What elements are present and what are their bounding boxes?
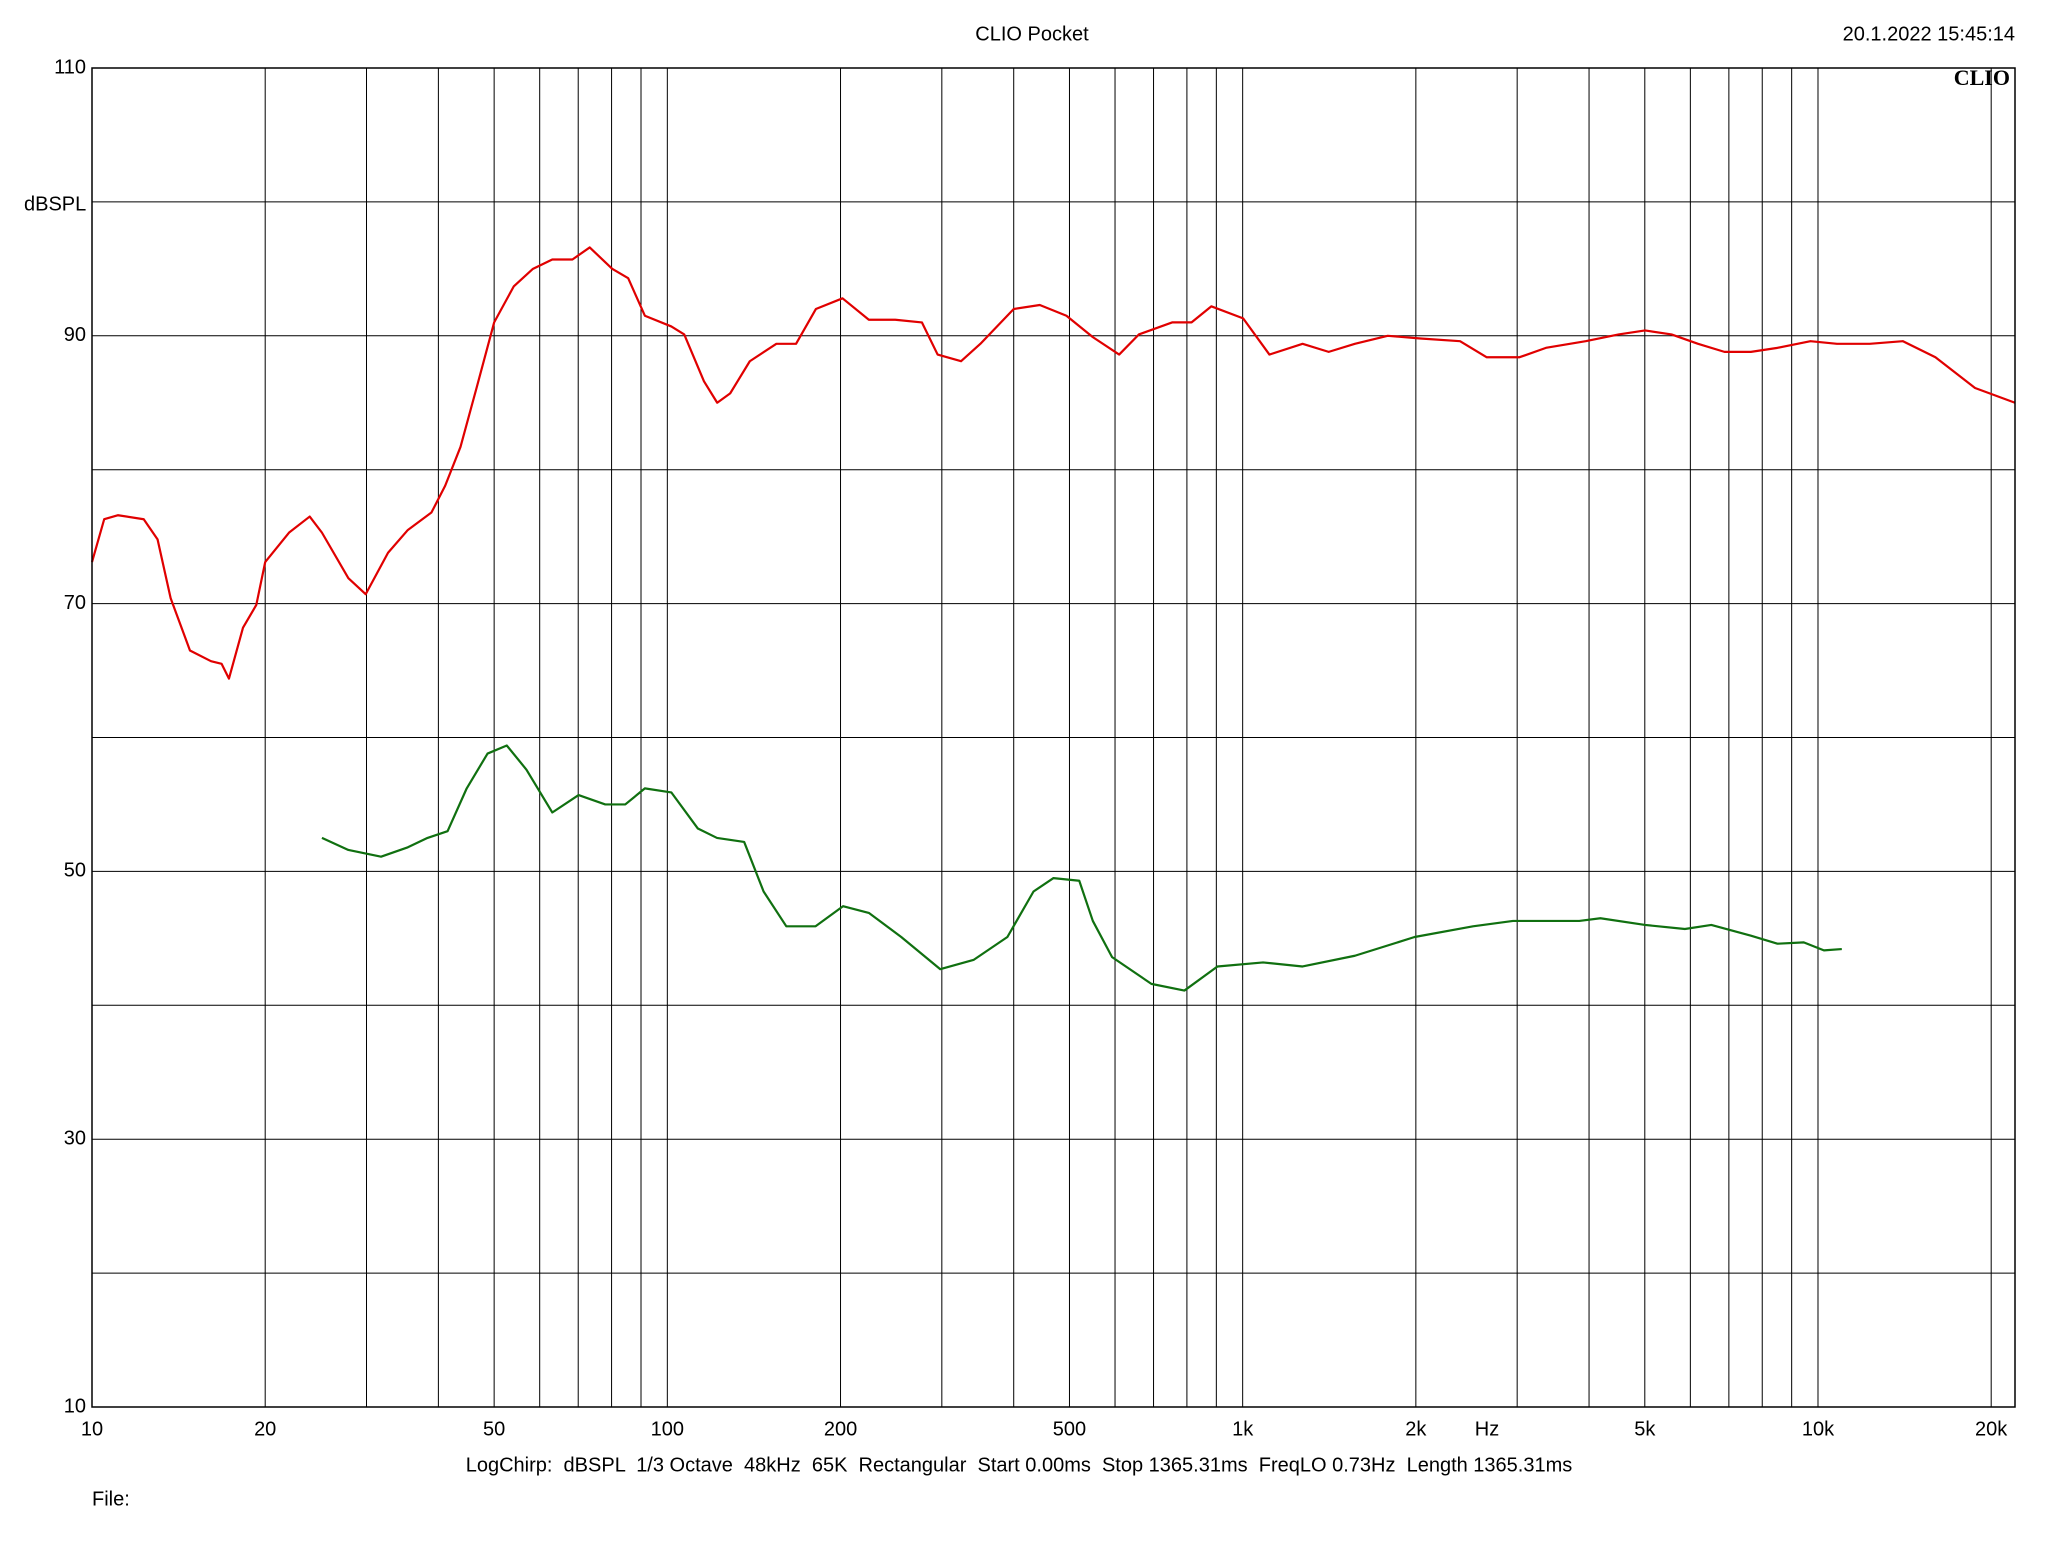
x-tick-label: 20k xyxy=(1975,1418,2008,1440)
y-tick-label: 50 xyxy=(64,860,86,882)
x-tick-label: 10 xyxy=(81,1418,103,1440)
x-tick-label: 500 xyxy=(1053,1418,1086,1440)
file-label: File: xyxy=(92,1488,130,1510)
y-tick-label: 10 xyxy=(64,1395,86,1417)
y-axis-label: dBSPL xyxy=(24,193,86,215)
x-tick-label: 20 xyxy=(254,1418,276,1440)
y-tick-label: 70 xyxy=(64,592,86,614)
x-tick-label: 50 xyxy=(483,1418,505,1440)
settings-footer: LogChirp: dBSPL 1/3 Octave 48kHz 65K Rec… xyxy=(466,1454,1573,1476)
y-tick-label: 90 xyxy=(64,324,86,346)
x-tick-label: 10k xyxy=(1802,1418,1835,1440)
logo: CLIO xyxy=(1954,65,2010,90)
plot-area xyxy=(90,246,2016,992)
series-line xyxy=(321,744,1842,992)
x-tick-label: 100 xyxy=(651,1418,684,1440)
x-tick-label: 2k xyxy=(1405,1418,1427,1440)
x-tick-label: 5k xyxy=(1634,1418,1656,1440)
grid: 10 30 50 70 90 110 10 20 50 100 200 500 1k 2k 5k 10k 20k xyxy=(54,56,2015,1440)
x-axis-label: Hz xyxy=(1475,1418,1499,1440)
series-line xyxy=(90,246,2016,680)
y-tick-label: 110 xyxy=(54,56,86,78)
timestamp: 20.1.2022 15:45:14 xyxy=(1843,23,2015,45)
y-tick-label: 30 xyxy=(64,1127,86,1149)
plot-frame xyxy=(91,67,2016,1408)
x-tick-label: 1k xyxy=(1232,1418,1254,1440)
chart-title: CLIO Pocket xyxy=(975,23,1089,45)
x-tick-label: 200 xyxy=(824,1418,857,1440)
